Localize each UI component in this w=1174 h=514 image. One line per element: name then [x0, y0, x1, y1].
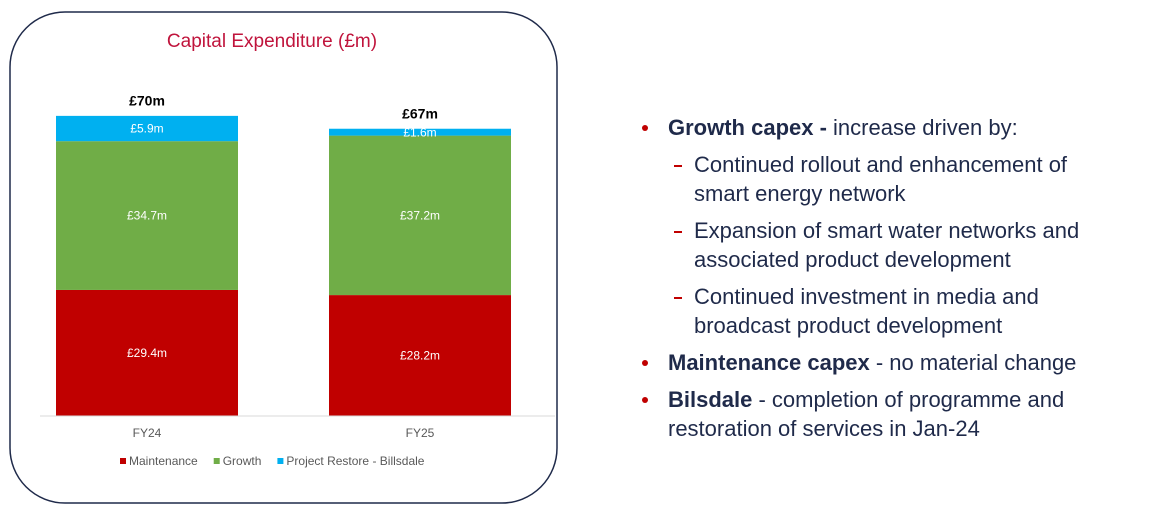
total-label: £67m: [402, 105, 438, 121]
value-label: £28.2m: [400, 349, 440, 363]
legend-label: Growth: [223, 454, 262, 468]
bullet-text: - no material change: [869, 350, 1077, 375]
legend-swatch: [213, 458, 220, 464]
bullet-marker: [642, 360, 648, 366]
bullet-heading: Growth capex -: [668, 115, 827, 140]
bullet-item: Bilsdale - completion of programme and r…: [640, 385, 1120, 443]
bar-segment: [56, 141, 238, 290]
bar-segment: [329, 135, 511, 296]
sub-bullet-text: Continued rollout and enhancement of sma…: [694, 152, 1068, 206]
bullet-marker: [642, 125, 648, 131]
sub-bullet-text: Continued investment in media and broadc…: [694, 284, 1039, 338]
legend-swatch: [120, 458, 126, 464]
x-tick-label: FY25: [406, 426, 435, 440]
value-label: £29.4m: [127, 346, 167, 360]
sub-marker: [674, 297, 682, 299]
bullet-item: Growth capex - increase driven by: Contin…: [640, 113, 1120, 340]
bullet-text: increase driven by:: [826, 115, 1018, 140]
legend-swatch: [277, 458, 284, 464]
legend-label: Maintenance: [129, 454, 198, 468]
chart: Capital Expenditure (£m) £29.4m £34.7m £5.…: [9, 11, 558, 504]
bullet-marker: [642, 397, 648, 403]
value-label: £5.9m: [130, 122, 163, 136]
sub-bullet: Continued rollout and enhancement of sma…: [668, 150, 1120, 208]
x-tick-label: FY24: [133, 426, 162, 440]
value-label: £37.2m: [400, 209, 440, 223]
bar-segment: [56, 115, 238, 142]
bullet-text: - completion of programme and restoratio…: [668, 387, 1065, 441]
bar-segment: [329, 128, 511, 136]
sub-marker: [674, 231, 682, 233]
bullet-heading: Bilsdale: [668, 387, 753, 412]
value-label: £34.7m: [127, 209, 167, 223]
bar-segment: [329, 295, 511, 416]
sub-bullet: Continued investment in media and broadc…: [668, 282, 1120, 340]
bullet-heading: Maintenance capex: [668, 350, 870, 375]
sub-marker: [674, 165, 682, 167]
bullet-item: Maintenance capex - no material change: [640, 348, 1120, 377]
sub-bullet-text: Expansion of smart water networks and as…: [694, 218, 1080, 272]
value-label: £1.6m: [403, 125, 436, 139]
total-label: £70m: [129, 93, 165, 109]
bullet-list: Growth capex - increase driven by: Contin…: [640, 113, 1120, 451]
legend-label: Project Restore - Billsdale: [286, 454, 424, 468]
chart-title: Capital Expenditure (£m): [167, 31, 377, 52]
bar-segment: [56, 289, 238, 416]
sub-bullet: Expansion of smart water networks and as…: [668, 216, 1120, 274]
